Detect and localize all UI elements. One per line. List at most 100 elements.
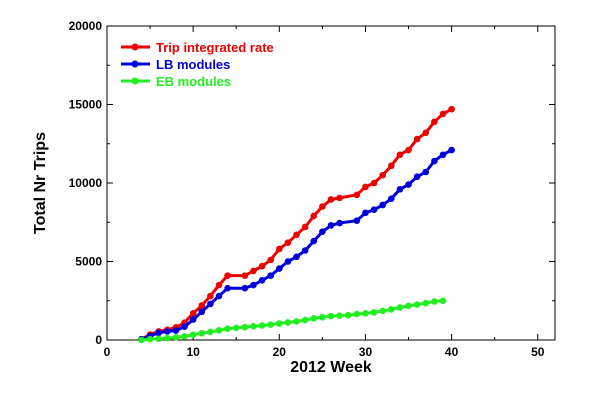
data-point xyxy=(362,209,369,217)
data-point xyxy=(448,146,455,154)
data-point xyxy=(379,201,386,209)
data-point xyxy=(284,258,292,265)
data-point xyxy=(224,284,231,292)
series-2 xyxy=(138,297,447,344)
data-point xyxy=(241,284,249,292)
data-point xyxy=(250,267,257,275)
data-point xyxy=(164,334,171,342)
data-point xyxy=(336,194,343,202)
data-point xyxy=(241,272,249,279)
y-tick-label: 0 xyxy=(95,333,102,347)
data-point xyxy=(267,272,274,279)
data-point xyxy=(224,325,231,332)
legend: Trip integrated rate LB modules EB modules xyxy=(121,40,274,89)
data-point xyxy=(405,146,412,154)
data-point xyxy=(301,316,309,324)
data-point xyxy=(267,321,274,328)
data-point xyxy=(388,162,395,170)
data-point xyxy=(327,222,335,229)
data-point xyxy=(396,185,404,193)
data-point xyxy=(241,323,249,331)
x-tick-label: 50 xyxy=(531,345,545,359)
data-point xyxy=(413,173,421,181)
data-point xyxy=(172,334,180,341)
y-tick-label: 5000 xyxy=(75,255,102,269)
data-point xyxy=(198,308,206,316)
data-point xyxy=(413,301,421,308)
x-tick-label: 0 xyxy=(104,345,111,359)
data-point xyxy=(284,239,292,246)
data-point xyxy=(336,312,343,319)
data-point xyxy=(370,179,378,187)
data-point xyxy=(146,335,154,343)
data-point xyxy=(293,231,300,239)
data-point xyxy=(250,323,257,330)
data-point xyxy=(138,336,145,344)
data-point xyxy=(258,262,266,270)
data-point xyxy=(310,237,318,245)
data-point xyxy=(310,212,318,220)
data-point xyxy=(396,304,404,311)
data-point xyxy=(267,256,274,264)
legend-marker xyxy=(131,60,139,68)
data-point xyxy=(301,223,309,231)
data-point xyxy=(276,265,283,272)
data-point xyxy=(405,302,412,310)
data-point xyxy=(293,318,300,325)
data-point xyxy=(439,110,447,118)
data-point xyxy=(293,253,300,261)
x-tick-label: 20 xyxy=(273,345,287,359)
series-line xyxy=(140,107,453,341)
y-tick-label: 15000 xyxy=(69,98,103,112)
data-point xyxy=(362,183,369,191)
data-point xyxy=(164,328,171,335)
series-line xyxy=(140,148,453,341)
data-point xyxy=(276,320,283,327)
data-point xyxy=(336,219,343,227)
data-point xyxy=(405,181,412,188)
x-axis-title: 2012 Week xyxy=(290,359,372,376)
axis-ticks: 0 10 20 30 40 50 0 5000 10000 15000 20000 xyxy=(69,19,555,359)
data-point xyxy=(327,312,335,320)
y-axis-title: Total Nr Trips xyxy=(32,132,49,234)
data-point xyxy=(448,105,455,113)
data-point xyxy=(258,322,266,329)
x-tick-label: 10 xyxy=(186,345,200,359)
data-point xyxy=(284,319,292,326)
data-point xyxy=(250,281,257,289)
data-point xyxy=(422,168,430,176)
data-point xyxy=(301,247,309,254)
data-point xyxy=(189,310,197,317)
series-1 xyxy=(138,146,455,343)
x-tick-label: 40 xyxy=(445,345,459,359)
legend-marker xyxy=(131,43,139,51)
legend-marker xyxy=(131,77,139,85)
data-point xyxy=(370,309,378,316)
data-point xyxy=(431,157,438,165)
data-point xyxy=(319,203,326,210)
data-point xyxy=(353,310,361,318)
data-point xyxy=(413,135,421,143)
data-point xyxy=(439,297,447,305)
data-point xyxy=(181,333,188,340)
legend-label: EB modules xyxy=(156,74,231,89)
data-point xyxy=(232,324,240,332)
data-point xyxy=(224,272,231,279)
data-point xyxy=(422,299,430,307)
data-point xyxy=(207,292,214,300)
legend-label: Trip integrated rate xyxy=(156,40,274,55)
data-point xyxy=(215,326,223,334)
data-point xyxy=(422,129,430,137)
data-point xyxy=(276,245,283,253)
data-point xyxy=(431,298,438,305)
data-point xyxy=(439,151,447,159)
data-point xyxy=(181,323,188,330)
data-point xyxy=(155,335,162,343)
data-point xyxy=(396,151,404,159)
data-point xyxy=(207,328,214,336)
data-point xyxy=(327,196,335,203)
data-point xyxy=(258,277,266,284)
data-point xyxy=(215,281,223,289)
series-layer xyxy=(138,105,455,344)
